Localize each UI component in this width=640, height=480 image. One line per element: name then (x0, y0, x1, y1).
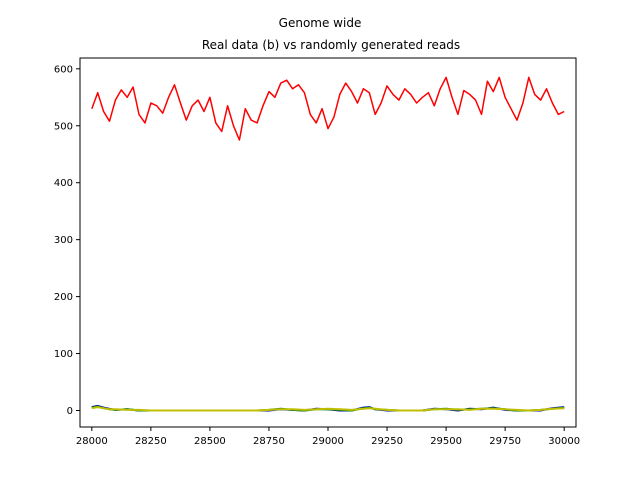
x-tick-label: 28000 (76, 436, 108, 447)
plot-area-frame (79, 57, 577, 428)
y-tick-label: 100 (54, 349, 73, 360)
x-tick-label: 29750 (489, 436, 521, 447)
x-tick-label: 28250 (135, 436, 167, 447)
y-tick-label: 400 (54, 178, 73, 189)
y-tick-label: 500 (54, 121, 73, 132)
chart-title: Genome wide (279, 16, 362, 30)
y-tick-label: 200 (54, 292, 73, 303)
x-tick-label: 29500 (430, 436, 462, 447)
x-tick-label: 28500 (194, 436, 226, 447)
series-layer (91, 76, 565, 412)
axes-layer: 28000 28250 28500 28750 29000 29250 29500 29750… (54, 64, 580, 447)
x-tick-label: 29000 (312, 436, 344, 447)
x-tick-label: 29250 (371, 436, 403, 447)
y-tick-label: 300 (54, 235, 73, 246)
series-line-1 (91, 76, 565, 141)
chart-subtitle: Real data (b) vs randomly generated read… (202, 38, 460, 52)
x-tick-label: 30000 (548, 436, 580, 447)
series-line-4 (91, 406, 565, 412)
x-tick-label: 28750 (253, 436, 285, 447)
y-tick-label: 600 (54, 64, 73, 75)
y-tick-label: 0 (67, 406, 73, 417)
